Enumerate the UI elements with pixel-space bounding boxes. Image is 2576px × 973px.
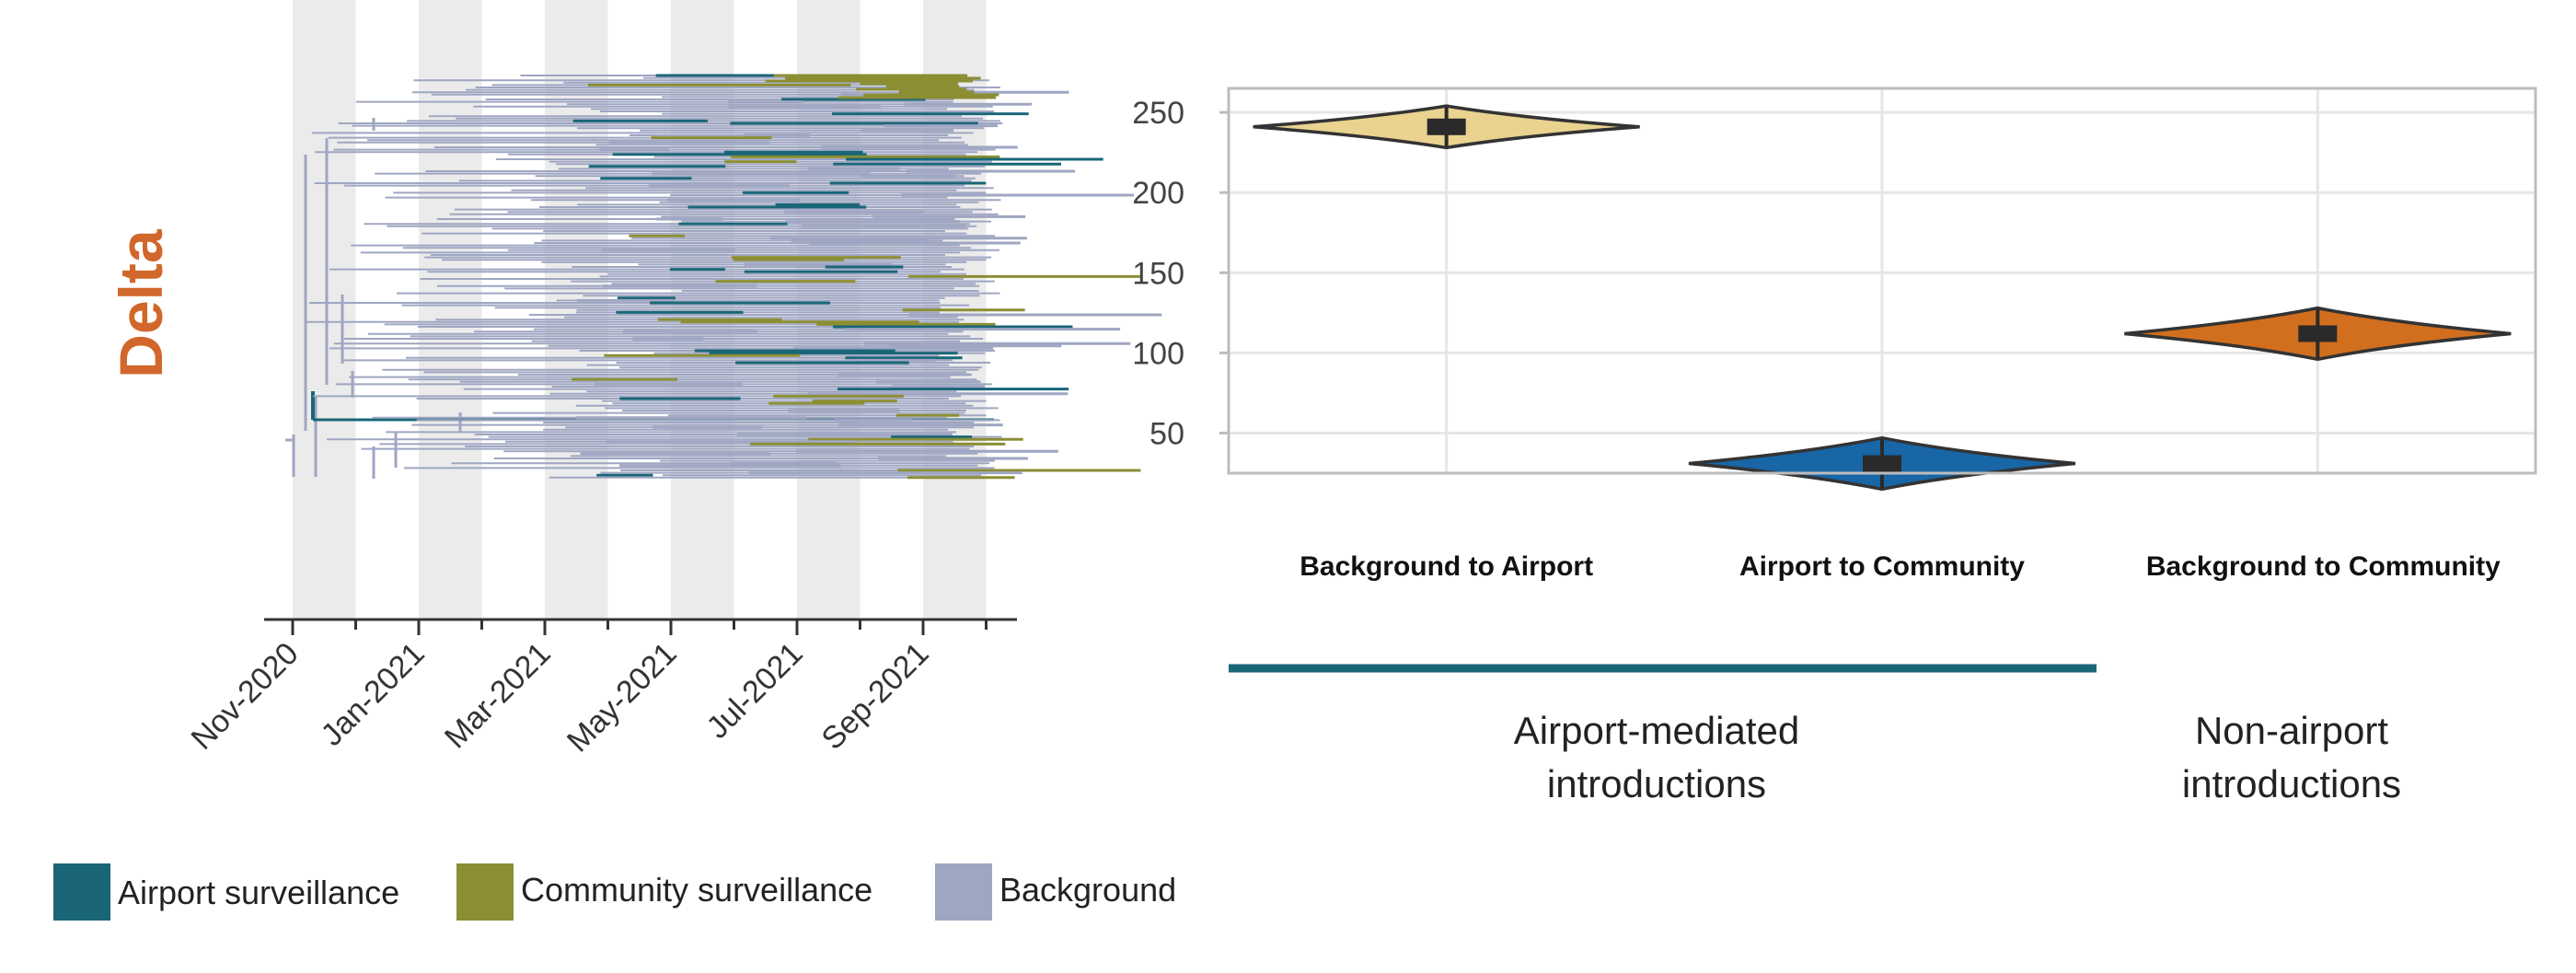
non-airport-group-label-line2: introductions <box>2182 762 2401 805</box>
tree-x-tick-label: Mar-2021 <box>438 636 558 756</box>
tree-branches <box>285 74 1162 480</box>
violin-y-tick-label: 250 <box>1132 96 1184 131</box>
legend-swatch-community <box>456 863 514 921</box>
legend-item-background: Background <box>935 863 1176 921</box>
tree-x-tick-label: Sep-2021 <box>815 636 936 757</box>
violin-category-label: Airport to Community <box>1739 551 2025 582</box>
legend-swatch-airport <box>53 863 110 921</box>
violin-y-tick-label: 100 <box>1132 336 1184 371</box>
airport-mediated-group-label-line1: Airport-mediated <box>1514 709 1799 752</box>
legend-item-community: Community surveillance <box>456 863 872 921</box>
legend-label-community: Community surveillance <box>521 871 872 909</box>
violin-y-tick-label: 200 <box>1132 176 1184 211</box>
tree-x-tick-label: Jul-2021 <box>700 636 810 746</box>
tree-time-axis: Nov-2020 Jan-2021 Mar-2021 May-2021 Jul-2021… <box>185 618 1017 759</box>
variant-label: Delta <box>107 228 175 378</box>
legend-label-airport: Airport surveillance <box>118 874 399 911</box>
violin-y-ticks: 50 100 150 200 250 <box>1132 96 1229 451</box>
airport-mediated-group-label-line2: introductions <box>1547 762 1766 805</box>
violin-grid <box>1229 88 2536 473</box>
violin-category-labels: Background to Airport Airport to Communit… <box>1300 551 2501 582</box>
time-band <box>293 0 356 620</box>
legend: Airport surveillance Community surveilla… <box>53 863 1176 921</box>
legend-label-background: Background <box>999 871 1176 909</box>
violin-box <box>2298 325 2338 342</box>
legend-swatch-background <box>935 863 992 921</box>
violin-marks <box>1253 104 2512 492</box>
tree-x-tick-label: Nov-2020 <box>185 636 306 757</box>
violin-category-label: Background to Community <box>2146 551 2501 582</box>
violin-plot-frame <box>1227 87 2537 475</box>
tree-x-tick-label: Jan-2021 <box>315 636 432 753</box>
violin-plot-panel: 50 100 150 200 250 Background to Airport Airp… <box>1132 87 2537 805</box>
violin-category-label: Background to Airport <box>1300 551 1593 582</box>
violin-y-tick-label: 50 <box>1149 416 1184 451</box>
violin-box <box>1863 455 1901 472</box>
tree-x-tick-label: May-2021 <box>560 636 684 759</box>
legend-item-airport: Airport surveillance <box>53 863 399 921</box>
non-airport-group-label-line1: Non-airport <box>2195 709 2388 752</box>
violin-box <box>1427 118 1466 135</box>
introduction-groups: Airport-mediated introductions Non-airpo… <box>1229 664 2401 805</box>
time-band <box>419 0 482 620</box>
violin-y-tick-label: 150 <box>1132 256 1184 291</box>
phylogenetic-tree-panel: Nov-2020 Jan-2021 Mar-2021 May-2021 Jul-2021… <box>185 0 1162 759</box>
